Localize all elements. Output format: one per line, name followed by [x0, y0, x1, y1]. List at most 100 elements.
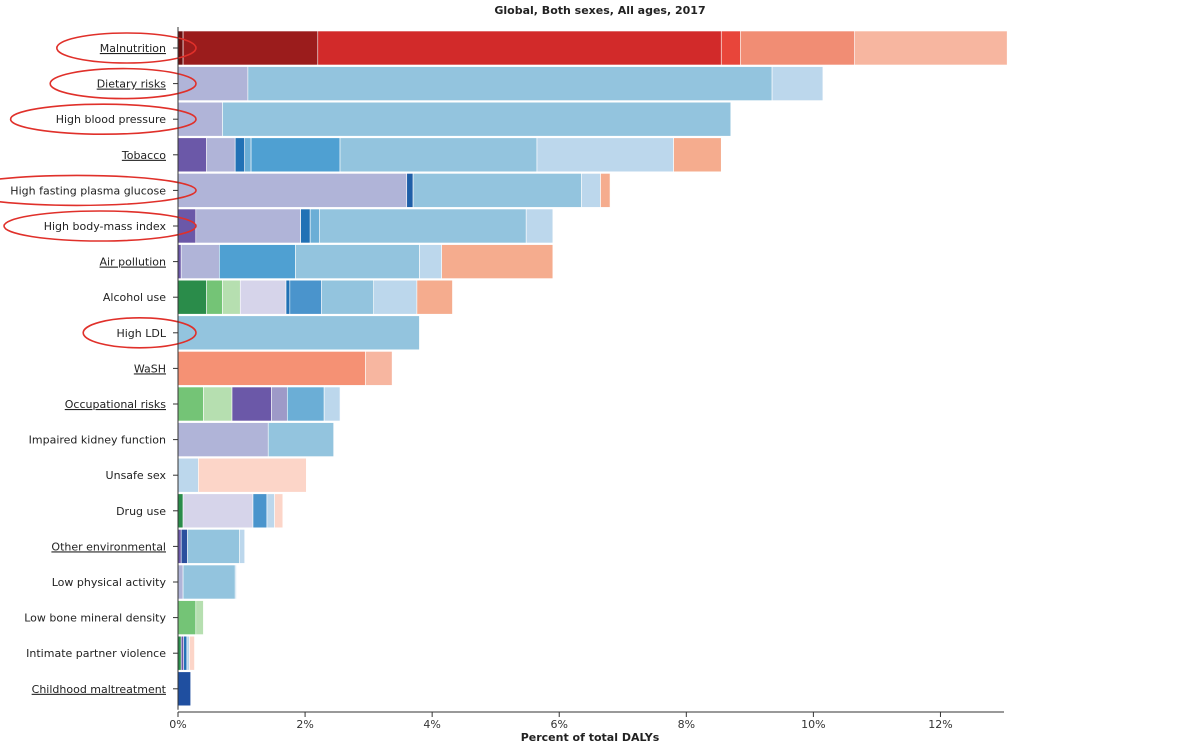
- highlight-ellipse: [56, 32, 197, 64]
- bar-segment[interactable]: [177, 279, 207, 315]
- category-label: High body-mass index: [44, 220, 167, 233]
- bar-segment[interactable]: [239, 529, 246, 564]
- bar-segment[interactable]: [222, 279, 241, 315]
- bar-segment[interactable]: [419, 244, 442, 279]
- bar-segment[interactable]: [177, 66, 249, 101]
- bar-segment[interactable]: [673, 137, 722, 173]
- category-label[interactable]: Occupational risks: [65, 398, 166, 411]
- bar-segment[interactable]: [854, 30, 1008, 66]
- bar-segment[interactable]: [182, 564, 236, 600]
- bar-segment[interactable]: [177, 101, 223, 137]
- bar-segment[interactable]: [177, 351, 366, 386]
- bar-row: [177, 315, 420, 351]
- x-axis-label: Percent of total DALYs: [521, 731, 660, 744]
- bar-segment[interactable]: [195, 600, 204, 635]
- bar-segment[interactable]: [416, 279, 453, 315]
- bar-segment[interactable]: [180, 244, 220, 279]
- bar-segment[interactable]: [321, 279, 374, 315]
- bar-segment[interactable]: [247, 66, 773, 101]
- category-label[interactable]: Malnutrition: [100, 42, 166, 55]
- bar-segment[interactable]: [239, 279, 287, 315]
- bar-row: [177, 564, 237, 600]
- bar-segment[interactable]: [581, 173, 601, 208]
- bar-segment[interactable]: [198, 457, 307, 493]
- bar-segment[interactable]: [219, 244, 296, 279]
- bar-segment[interactable]: [183, 635, 188, 671]
- bar-segment[interactable]: [771, 66, 824, 101]
- category-label: Unsafe sex: [106, 469, 167, 482]
- bar-segment[interactable]: [295, 244, 420, 279]
- category-label[interactable]: WaSH: [134, 362, 166, 375]
- bar-segment[interactable]: [186, 635, 190, 671]
- bar-segment[interactable]: [182, 493, 254, 529]
- bar-segment[interactable]: [203, 386, 233, 422]
- bar-segment[interactable]: [195, 208, 301, 244]
- bar-segment[interactable]: [180, 635, 185, 671]
- bar-segment[interactable]: [266, 493, 275, 529]
- bar-segment[interactable]: [406, 173, 414, 208]
- bar-segment[interactable]: [177, 315, 420, 351]
- bar-segment[interactable]: [177, 137, 207, 173]
- bar-segment[interactable]: [187, 529, 240, 564]
- bar-segment[interactable]: [177, 564, 184, 600]
- bar-segment[interactable]: [177, 493, 184, 529]
- bar-segment[interactable]: [177, 422, 269, 457]
- bar-segment[interactable]: [234, 564, 237, 600]
- bar-segment[interactable]: [365, 351, 393, 386]
- bar-segment[interactable]: [177, 671, 192, 707]
- bar-segment[interactable]: [177, 457, 199, 493]
- bar-segment[interactable]: [189, 635, 195, 671]
- bar-segment[interactable]: [412, 173, 582, 208]
- bar-segment[interactable]: [222, 101, 732, 137]
- bar-segment[interactable]: [373, 279, 418, 315]
- bar-segment[interactable]: [319, 208, 527, 244]
- bar-segment[interactable]: [177, 600, 197, 635]
- bar-segment[interactable]: [339, 137, 538, 173]
- bar-segment[interactable]: [525, 208, 554, 244]
- bar-segment[interactable]: [441, 244, 554, 279]
- category-label[interactable]: Dietary risks: [97, 78, 167, 91]
- bar-segment[interactable]: [206, 279, 223, 315]
- category-label[interactable]: Other environmental: [51, 540, 166, 553]
- bar-row: [177, 529, 246, 564]
- bar-segment[interactable]: [271, 386, 288, 422]
- category-label[interactable]: Tobacco: [121, 149, 166, 162]
- bar-segment[interactable]: [206, 137, 236, 173]
- bar-segment[interactable]: [250, 137, 341, 173]
- bar-segment[interactable]: [267, 422, 334, 457]
- bar-segment[interactable]: [289, 279, 322, 315]
- chart-title: Global, Both sexes, All ages, 2017: [494, 4, 705, 17]
- bar-segment[interactable]: [285, 279, 291, 315]
- x-tick-label: 6%: [551, 718, 568, 731]
- bar-segment[interactable]: [740, 30, 855, 66]
- category-label: Drug use: [116, 505, 166, 518]
- category-label[interactable]: Air pollution: [100, 256, 166, 269]
- bar-segment[interactable]: [600, 173, 611, 208]
- bar-segment[interactable]: [309, 208, 320, 244]
- bar-row: [177, 386, 341, 422]
- bar-segment[interactable]: [177, 173, 408, 208]
- bar-segment[interactable]: [231, 386, 272, 422]
- bar-segment[interactable]: [720, 30, 741, 66]
- bar-segment[interactable]: [177, 208, 197, 244]
- bar-segment[interactable]: [180, 529, 188, 564]
- bar-segment[interactable]: [323, 386, 341, 422]
- bar-segment[interactable]: [234, 137, 246, 173]
- bar-segment[interactable]: [536, 137, 674, 173]
- category-label[interactable]: Childhood maltreatment: [32, 683, 167, 696]
- bar-segment[interactable]: [252, 493, 268, 529]
- bar-segment[interactable]: [177, 386, 204, 422]
- highlight-circles: [0, 32, 197, 349]
- bar-segment[interactable]: [177, 30, 184, 66]
- bar-segment[interactable]: [286, 386, 325, 422]
- bar-segment[interactable]: [182, 30, 319, 66]
- category-label: Alcohol use: [103, 291, 166, 304]
- x-tick-label: 4%: [423, 718, 440, 731]
- bar-segment[interactable]: [244, 137, 252, 173]
- highlight-ellipse: [49, 67, 197, 100]
- highlight-ellipse: [9, 103, 197, 135]
- bar-segment[interactable]: [274, 493, 284, 529]
- bar-segment[interactable]: [300, 208, 311, 244]
- bar-segment[interactable]: [317, 30, 722, 66]
